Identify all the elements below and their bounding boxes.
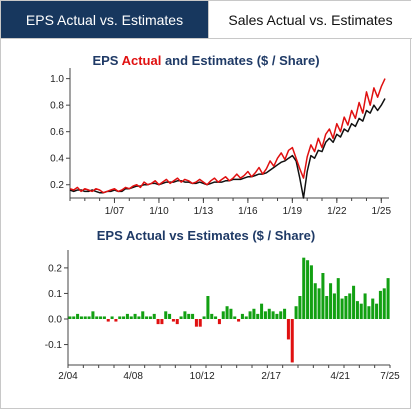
tab-eps[interactable]: EPS Actual vs. Estimates — [1, 1, 208, 38]
chart1-x-tick-label: 1/19 — [283, 206, 303, 217]
chart1-x-tick-label: 1/07 — [105, 206, 125, 217]
chart1-y-tick-label: 0.4 — [50, 154, 64, 165]
chart1-x-tick-label: 1/16 — [238, 206, 258, 217]
chart1-x-tick-label: 1/22 — [327, 206, 347, 217]
chart1-title-actual: Actual — [122, 53, 162, 68]
chart1-y-tick-label: 1.0 — [50, 74, 64, 85]
chart1-axes — [69, 68, 389, 199]
chart1-x-tick-label: 1/13 — [194, 206, 214, 217]
chart1-y-tick-label: 0.8 — [50, 101, 64, 112]
chart1-title-part3: and Estimates ($ / Share) — [161, 53, 319, 68]
chart1-y-tick-label: 0.2 — [50, 180, 64, 191]
chart1-series — [69, 78, 386, 199]
chart1-x-tick-label: 1/25 — [372, 206, 392, 217]
actual-eps-line — [69, 78, 386, 194]
chart1-title: EPS Actual and Estimates ($ / Share) — [92, 53, 319, 68]
chart1-title-part1: EPS — [92, 53, 121, 68]
chart1-y-tick-label: 0.6 — [50, 127, 64, 138]
chart1-y-ticks: 0.2 0.4 0.6 0.8 1.0 — [50, 74, 70, 191]
eps-line-chart: EPS Actual and Estimates ($ / Share) 0.2… — [50, 53, 392, 217]
tab-sales[interactable]: Sales Actual vs. Estimates — [208, 1, 412, 38]
chart1-x-tick-label: 1/10 — [149, 206, 169, 217]
chart1-x-ticks: 1/07 1/10 1/13 1/16 1/19 1/22 1/25 — [69, 198, 392, 217]
chart-tabs: EPS Actual vs. Estimates Sales Actual vs… — [1, 1, 412, 39]
estimate-eps-line — [69, 98, 386, 199]
